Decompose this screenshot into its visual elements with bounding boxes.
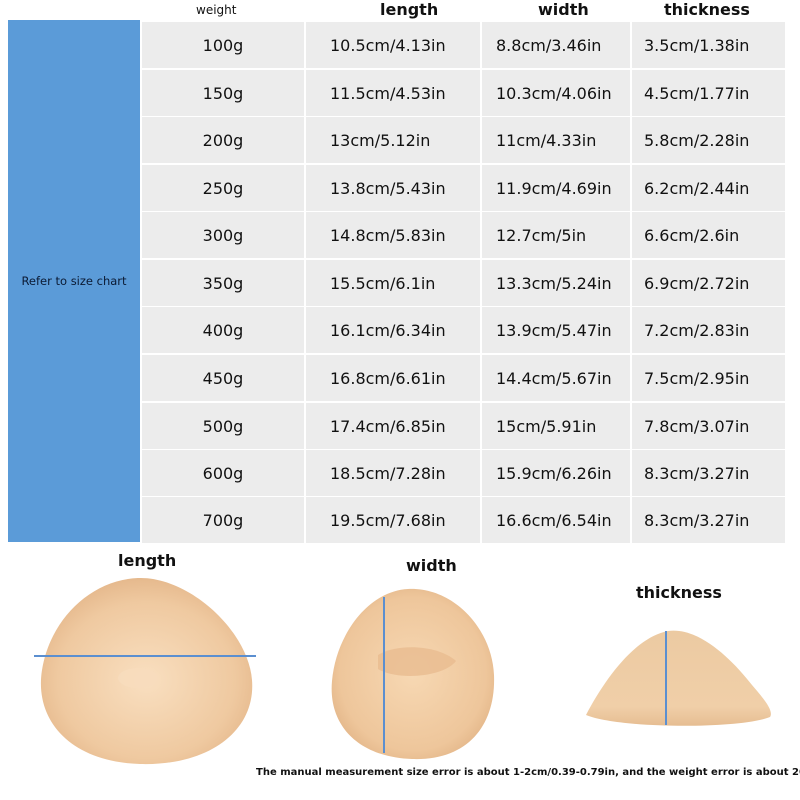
cell-length: 11.5cm/4.53in — [306, 70, 480, 116]
prosthesis-front-highlight — [118, 668, 158, 688]
thickness-illustration-label: thickness — [636, 583, 722, 602]
cell-width: 13.3cm/5.24in — [482, 260, 630, 306]
table-row: 150g 11.5cm/4.53in 10.3cm/4.06in 4.5cm/1… — [142, 70, 785, 116]
cell-weight: 250g — [142, 165, 304, 211]
side-panel: Refer to size chart — [8, 20, 140, 542]
table-row: 600g 18.5cm/7.28in 15.9cm/6.26in 8.3cm/3… — [142, 450, 785, 496]
table-row: 400g 16.1cm/6.34in 13.9cm/5.47in 7.2cm/2… — [142, 307, 785, 353]
cell-thickness: 8.3cm/3.27in — [632, 497, 785, 543]
size-table: 100g 10.5cm/4.13in 8.8cm/3.46in 3.5cm/1.… — [142, 20, 785, 543]
header-length: length — [380, 0, 439, 19]
cell-thickness: 6.2cm/2.44in — [632, 165, 785, 211]
cell-thickness: 4.5cm/1.77in — [632, 70, 785, 116]
cell-thickness: 7.2cm/2.83in — [632, 307, 785, 353]
table-row: 200g 13cm/5.12in 11cm/4.33in 5.8cm/2.28i… — [142, 117, 785, 163]
cell-length: 15.5cm/6.1in — [306, 260, 480, 306]
header-thickness: thickness — [664, 0, 750, 19]
table-row: 350g 15.5cm/6.1in 13.3cm/5.24in 6.9cm/2.… — [142, 260, 785, 306]
cell-length: 19.5cm/7.68in — [306, 497, 480, 543]
cell-weight: 700g — [142, 497, 304, 543]
length-illustration — [34, 577, 256, 765]
length-illustration-label: length — [118, 551, 177, 570]
cell-weight: 200g — [142, 117, 304, 163]
cell-width: 8.8cm/3.46in — [482, 22, 630, 68]
table-row: 450g 16.8cm/6.61in 14.4cm/5.67in 7.5cm/2… — [142, 355, 785, 401]
table-row: 500g 17.4cm/6.85in 15cm/5.91in 7.8cm/3.0… — [142, 403, 785, 449]
cell-length: 14.8cm/5.83in — [306, 212, 480, 258]
cell-weight: 100g — [142, 22, 304, 68]
prosthesis-side-shape — [586, 630, 771, 726]
cell-length: 16.8cm/6.61in — [306, 355, 480, 401]
cell-width: 13.9cm/5.47in — [482, 307, 630, 353]
cell-width: 16.6cm/6.54in — [482, 497, 630, 543]
cell-weight: 400g — [142, 307, 304, 353]
cell-length: 17.4cm/6.85in — [306, 403, 480, 449]
cell-width: 14.4cm/5.67in — [482, 355, 630, 401]
width-illustration — [331, 588, 495, 760]
cell-weight: 350g — [142, 260, 304, 306]
cell-thickness: 7.5cm/2.95in — [632, 355, 785, 401]
table-row: 700g 19.5cm/7.68in 16.6cm/6.54in 8.3cm/3… — [142, 497, 785, 543]
cell-weight: 600g — [142, 450, 304, 496]
cell-length: 18.5cm/7.28in — [306, 450, 480, 496]
cell-width: 12.7cm/5in — [482, 212, 630, 258]
cell-length: 13cm/5.12in — [306, 117, 480, 163]
cell-weight: 450g — [142, 355, 304, 401]
cell-width: 11.9cm/4.69in — [482, 165, 630, 211]
table-row: 100g 10.5cm/4.13in 8.8cm/3.46in 3.5cm/1.… — [142, 22, 785, 68]
cell-length: 16.1cm/6.34in — [306, 307, 480, 353]
cell-length: 13.8cm/5.43in — [306, 165, 480, 211]
side-panel-label: Refer to size chart — [21, 274, 127, 288]
thickness-illustration — [586, 630, 771, 726]
width-illustration-label: width — [406, 556, 457, 575]
cell-weight: 500g — [142, 403, 304, 449]
measurement-note: The manual measurement size error is abo… — [256, 767, 800, 778]
table-row: 250g 13.8cm/5.43in 11.9cm/4.69in 6.2cm/2… — [142, 165, 785, 211]
cell-width: 15.9cm/6.26in — [482, 450, 630, 496]
cell-width: 10.3cm/4.06in — [482, 70, 630, 116]
prosthesis-back-hollow — [378, 647, 456, 676]
cell-thickness: 5.8cm/2.28in — [632, 117, 785, 163]
table-row: 300g 14.8cm/5.83in 12.7cm/5in 6.6cm/2.6i… — [142, 212, 785, 258]
cell-thickness: 3.5cm/1.38in — [632, 22, 785, 68]
cell-weight: 150g — [142, 70, 304, 116]
cell-width: 11cm/4.33in — [482, 117, 630, 163]
header-width: width — [538, 0, 589, 19]
cell-thickness: 6.9cm/2.72in — [632, 260, 785, 306]
cell-thickness: 7.8cm/3.07in — [632, 403, 785, 449]
cell-thickness: 6.6cm/2.6in — [632, 212, 785, 258]
cell-width: 15cm/5.91in — [482, 403, 630, 449]
cell-length: 10.5cm/4.13in — [306, 22, 480, 68]
cell-thickness: 8.3cm/3.27in — [632, 450, 785, 496]
cell-weight: 300g — [142, 212, 304, 258]
header-weight: weight — [196, 3, 237, 17]
